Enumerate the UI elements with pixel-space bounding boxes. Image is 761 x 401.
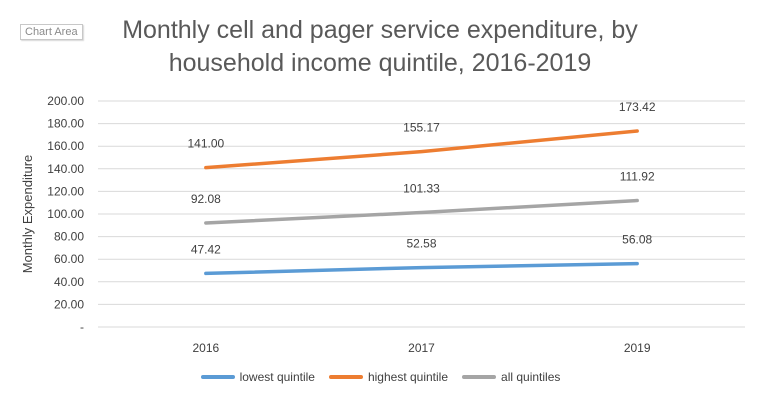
data-label: 101.33 bbox=[403, 181, 440, 195]
y-tick-label: 100.00 bbox=[47, 207, 84, 221]
legend-item: highest quintile bbox=[328, 370, 449, 384]
y-tick-label: 140.00 bbox=[47, 162, 84, 176]
y-tick-label: 80.00 bbox=[54, 230, 84, 244]
data-label: 92.08 bbox=[191, 192, 221, 206]
legend-label: all quintiles bbox=[501, 370, 561, 384]
legend-swatch bbox=[328, 375, 363, 379]
x-tick-label: 2016 bbox=[192, 341, 219, 355]
y-tick-label: 60.00 bbox=[54, 252, 84, 266]
y-axis-title: Monthly Expenditure bbox=[20, 155, 35, 274]
data-label: 52.58 bbox=[406, 237, 436, 251]
chart-area-tag: Chart Area bbox=[20, 24, 83, 40]
data-label: 111.92 bbox=[620, 170, 655, 184]
legend-label: lowest quintile bbox=[239, 370, 315, 384]
series-line-2 bbox=[204, 129, 639, 170]
legend-swatch bbox=[462, 375, 497, 379]
y-tick-label: 200.00 bbox=[47, 94, 84, 108]
series-line-3 bbox=[204, 198, 639, 225]
data-label: 155.17 bbox=[403, 121, 440, 135]
data-label: 47.42 bbox=[191, 242, 221, 256]
legend-swatch bbox=[200, 375, 235, 379]
chart-legend: lowest quintile highest quintile all quint… bbox=[0, 370, 761, 384]
data-label: 173.42 bbox=[619, 100, 656, 114]
y-tick-label: 120.00 bbox=[47, 184, 84, 198]
legend-item: lowest quintile bbox=[200, 370, 315, 384]
y-tick-label: 160.00 bbox=[47, 139, 84, 153]
series-line-1 bbox=[204, 261, 639, 276]
y-tick-label: - bbox=[80, 320, 84, 334]
legend-item: all quintiles bbox=[462, 370, 560, 384]
data-label: 141.00 bbox=[187, 137, 224, 151]
data-label: 56.08 bbox=[622, 233, 652, 247]
x-tick-label: 2019 bbox=[624, 341, 651, 355]
chart-title: Monthly cell and pager service expenditu… bbox=[122, 16, 638, 77]
x-tick-label: 2017 bbox=[408, 341, 435, 355]
y-tick-label: 20.00 bbox=[54, 297, 84, 311]
y-tick-label: 40.00 bbox=[54, 275, 84, 289]
legend-label: highest quintile bbox=[367, 370, 449, 384]
y-tick-label: 180.00 bbox=[47, 117, 84, 131]
